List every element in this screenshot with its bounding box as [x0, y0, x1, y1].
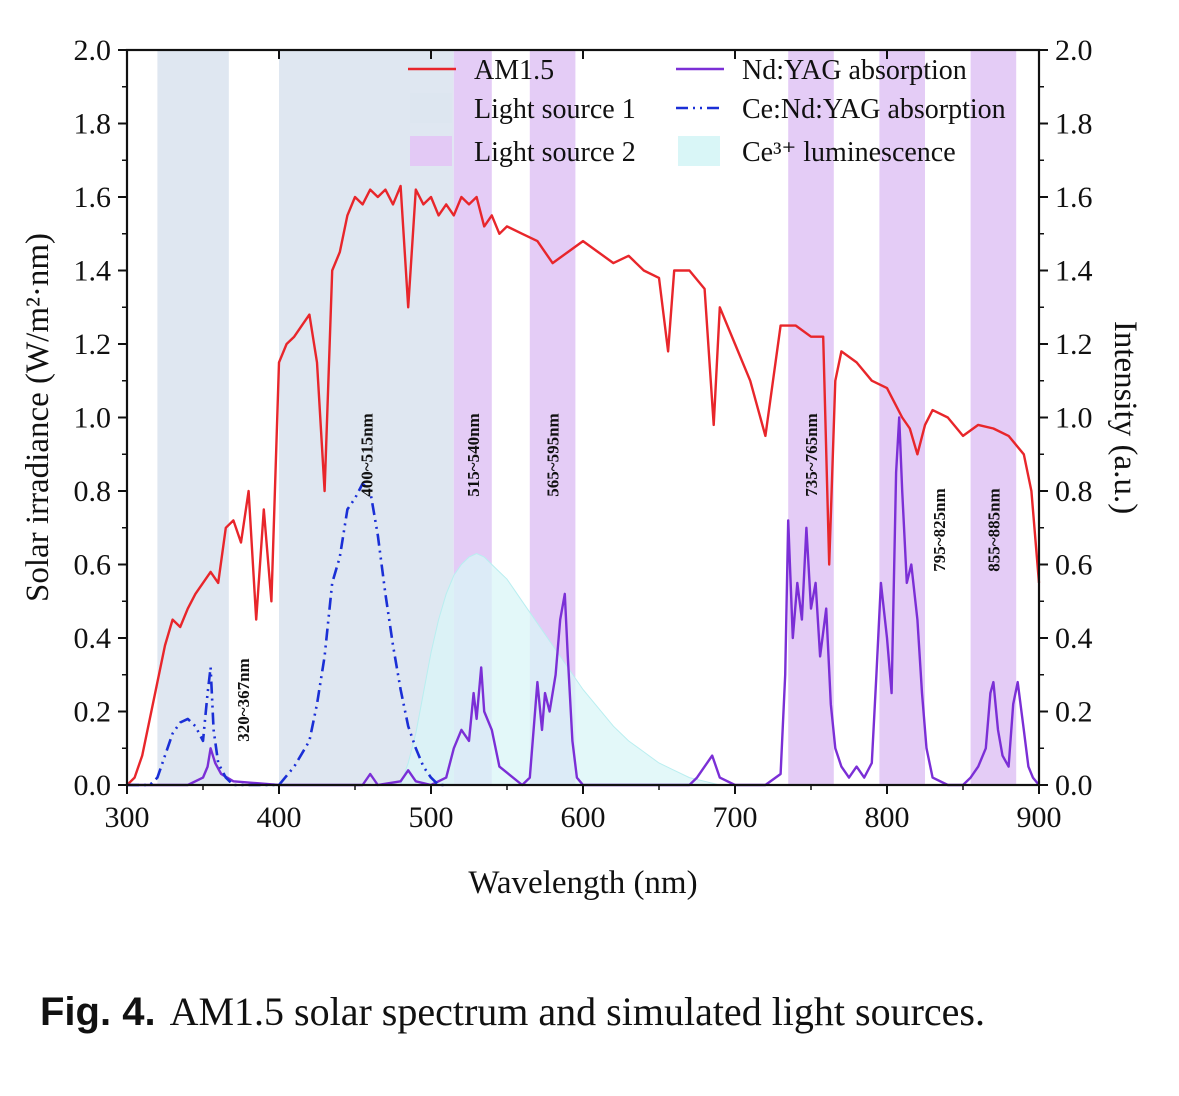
series-ce-luminescence	[399, 552, 720, 786]
x-tick-label: 800	[865, 801, 910, 834]
y-tick-label: 1.4	[74, 255, 112, 288]
y2-tick-label: 2.0	[1055, 34, 1093, 67]
legend-label: Nd:YAG absorption	[742, 55, 967, 86]
y2-tick-label: 1.4	[1055, 255, 1093, 288]
x-tick-label: 300	[105, 801, 150, 834]
x-tick-label: 500	[409, 801, 454, 834]
band-label-795-825: 795~825nm	[930, 488, 949, 571]
band-label-515-540: 515~540nm	[464, 413, 483, 496]
legend-label: Light source 2	[474, 137, 636, 168]
y-tick-label: 2.0	[74, 34, 112, 67]
band-label-320-367: 320~367nm	[234, 658, 253, 741]
legend: AM1.5 Nd:YAG absorption Light source 1 Ce:N…	[408, 55, 1006, 168]
y2-tick-label: 0.0	[1055, 769, 1093, 802]
series-ce-nd-yag-absorption	[127, 482, 447, 787]
y-tick-label: 0.6	[74, 549, 112, 582]
band-label-400-515: 400~515nm	[357, 413, 376, 496]
y2-tick-label: 0.4	[1055, 622, 1093, 655]
y-tick-label: 0.4	[74, 622, 112, 655]
y2-tick-label: 0.6	[1055, 549, 1093, 582]
band-label-layer: 320~367nm 400~515nm 515~540nm 565~595nm 735~…	[234, 413, 1004, 741]
y2-tick-label: 1.0	[1055, 402, 1093, 435]
y-tick-label: 0.0	[74, 769, 112, 802]
x-tick-label: 900	[1017, 801, 1062, 834]
y-axis-title: Solar irradiance (W/m²·nm)	[20, 233, 56, 602]
band-320-367	[157, 50, 229, 785]
y2-tick-label: 1.6	[1055, 181, 1093, 214]
band-label-565-595: 565~595nm	[544, 413, 563, 496]
band-label-855-885: 855~885nm	[984, 488, 1003, 571]
band-400-515	[279, 50, 454, 785]
legend-label: Ce³⁺ luminescence	[742, 137, 956, 168]
y2-tick-label: 0.8	[1055, 475, 1093, 508]
y2-axis-title: Intensity (a.u.)	[1107, 321, 1143, 514]
y-tick-label: 1.0	[74, 402, 112, 435]
x-tick-label: 600	[561, 801, 606, 834]
series-am1-5	[126, 184, 1041, 786]
y2-tick-label: 1.2	[1055, 328, 1093, 361]
figure-caption: Fig. 4. AM1.5 solar spectrum and simulate…	[40, 988, 1160, 1035]
y-tick-label: 0.2	[74, 696, 112, 729]
y-tick-label: 1.2	[74, 328, 112, 361]
band-layer	[157, 50, 1017, 785]
y-tick-label: 1.8	[74, 108, 112, 141]
y-tick-label: 1.6	[74, 181, 112, 214]
y2-tick-label: 1.8	[1055, 108, 1093, 141]
legend-swatch	[678, 136, 720, 166]
x-tick-label: 700	[713, 801, 758, 834]
legend-swatch	[410, 136, 452, 166]
luminescence-layer	[399, 552, 720, 786]
legend-label: Light source 1	[474, 94, 636, 125]
caption-label: Fig. 4.	[40, 990, 156, 1034]
legend-label: AM1.5	[474, 55, 554, 86]
band-label-735-765: 735~765nm	[802, 413, 821, 496]
x-tick-label: 400	[257, 801, 302, 834]
legend-label: Ce:Nd:YAG absorption	[742, 94, 1006, 125]
x-axis-title: Wavelength (nm)	[468, 865, 697, 901]
band-855-885	[970, 50, 1017, 785]
y-tick-label: 0.8	[74, 475, 112, 508]
y2-tick-label: 0.2	[1055, 696, 1093, 729]
caption-text: AM1.5 solar spectrum and simulated light…	[169, 989, 985, 1034]
legend-swatch	[410, 93, 452, 123]
